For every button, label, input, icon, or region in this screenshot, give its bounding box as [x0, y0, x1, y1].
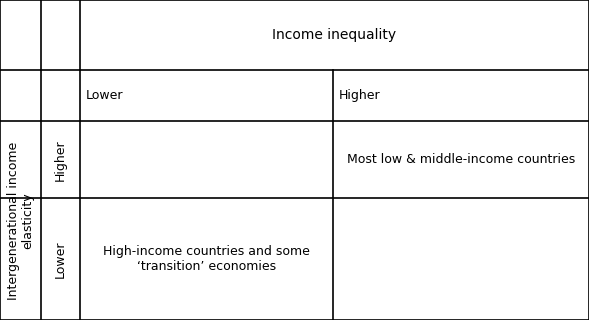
- Text: Higher: Higher: [339, 90, 380, 102]
- Text: Lower: Lower: [54, 240, 67, 278]
- Text: Intergenerational income
elasticity: Intergenerational income elasticity: [7, 141, 35, 300]
- Text: Most low & middle-income countries: Most low & middle-income countries: [347, 153, 576, 166]
- Text: Higher: Higher: [54, 139, 67, 181]
- Text: High-income countries and some
‘transition’ economies: High-income countries and some ‘transiti…: [103, 245, 309, 273]
- Text: Lower: Lower: [85, 90, 123, 102]
- Text: Income inequality: Income inequality: [272, 28, 397, 42]
